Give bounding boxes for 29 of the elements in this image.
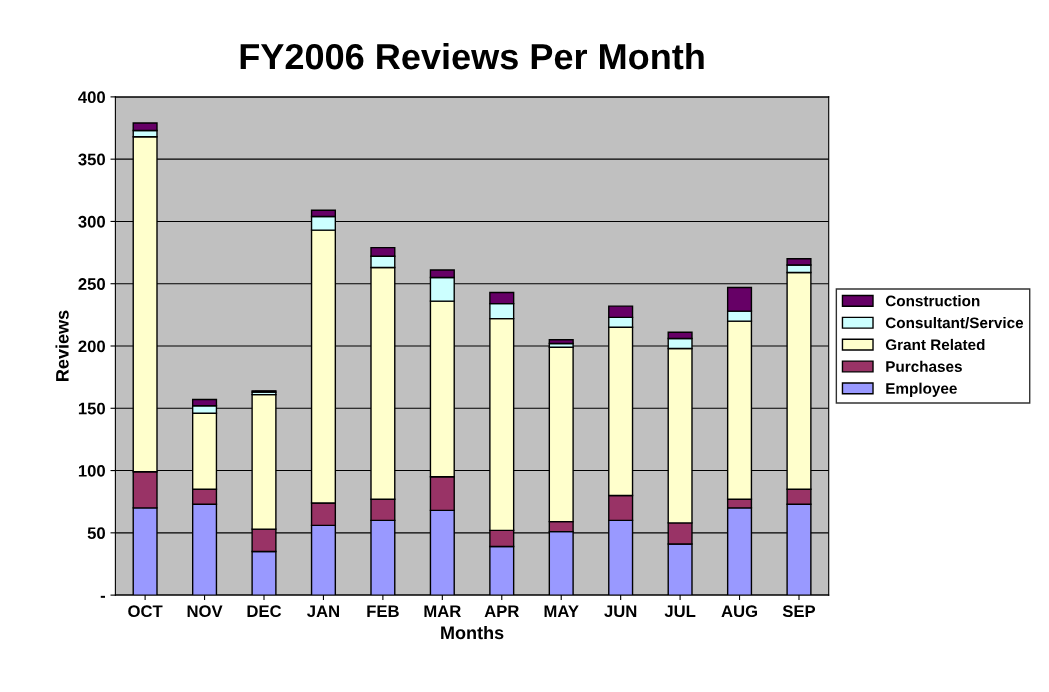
x-tick-label: JAN [307,605,339,618]
legend-label: Consultant/Service [885,317,1024,329]
x-tick-label: MAR [424,605,461,617]
legend-label: Purchases [886,360,962,372]
legend-label: Construction [885,295,980,307]
y-tick-label: 300 [78,215,105,228]
y-tick-label: - [100,595,105,598]
y-tick-label: 50 [87,527,105,540]
legend-label: Grant Related [885,338,985,351]
y-tick-label: 100 [78,464,105,477]
y-tick-label: 200 [78,340,105,353]
x-tick-label: JUN [604,605,637,618]
y-tick-label: 400 [78,91,105,104]
x-tick-label: FEB [367,605,399,617]
y-axis-title: Reviews [55,310,69,381]
x-tick-label: OCT [128,605,163,618]
y-tick-label: 350 [78,153,105,166]
x-tick-label: DEC [247,605,282,618]
x-tick-label: MAY [544,605,579,617]
y-tick-label: 250 [78,278,105,290]
chart-title: FY2006 Reviews Per Month [240,42,704,70]
x-tick-label: JUL [664,605,696,618]
x-axis-title: Months [441,625,504,640]
y-tick-label: 150 [78,402,105,415]
x-tick-label: AUG [721,605,758,618]
legend-label: Employee [886,382,957,397]
x-tick-label: SEP [782,605,816,618]
x-tick-label: APR [484,605,520,617]
x-tick-label: NOV [187,605,223,618]
